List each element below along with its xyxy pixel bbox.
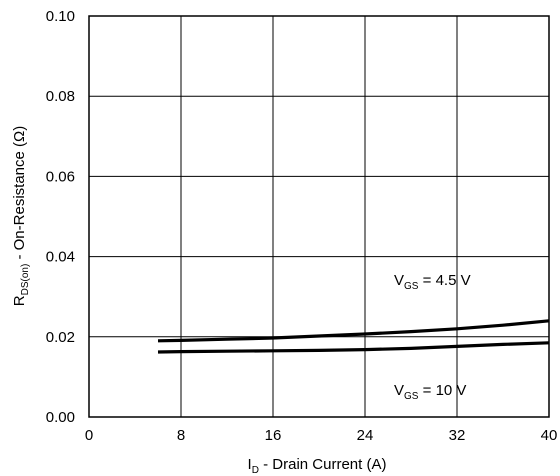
y-tick-label: 0.06: [46, 168, 75, 185]
y-tick-label: 0.04: [46, 249, 75, 266]
y-axis-title-main: R: [11, 295, 28, 306]
series-line-0: [157, 319, 550, 343]
x-axis-title: ID - Drain Current (A): [248, 456, 387, 476]
x-tick-label: 0: [85, 427, 93, 444]
y-tick-label: 0.02: [46, 329, 75, 346]
y-axis-title-rest: - On-Resistance (Ω): [11, 126, 28, 264]
x-tick-labels: 0 8 16 24 32 40: [85, 427, 558, 444]
y-tick-label: 0.10: [46, 8, 75, 25]
x-tick-label: 8: [177, 427, 185, 444]
plot-frame: [88, 15, 550, 418]
grid: [88, 15, 550, 418]
series-group: [157, 319, 550, 354]
x-tick-label: 24: [357, 427, 374, 444]
y-axis-title: RDS(on) - On-Resistance (Ω): [11, 126, 31, 306]
y-tick-labels: 0.00 0.02 0.04 0.06 0.08 0.10: [46, 8, 75, 426]
x-tick-label: 16: [265, 427, 282, 444]
x-tick-label: 32: [449, 427, 466, 444]
x-axis-title-sub: D: [252, 465, 259, 476]
y-tick-label: 0.08: [46, 88, 75, 105]
series-label-vgs-4-5: VGS = 4.5 V: [394, 272, 471, 292]
x-tick-label: 40: [541, 427, 558, 444]
y-tick-label: 0.00: [46, 409, 75, 426]
y-axis-title-sub: DS(on): [20, 264, 31, 296]
x-axis-title-main: I: [248, 456, 252, 473]
x-axis-title-rest: - Drain Current (A): [259, 456, 387, 473]
series-line-1: [157, 341, 550, 354]
series-label-vgs-10: VGS = 10 V: [394, 382, 466, 402]
